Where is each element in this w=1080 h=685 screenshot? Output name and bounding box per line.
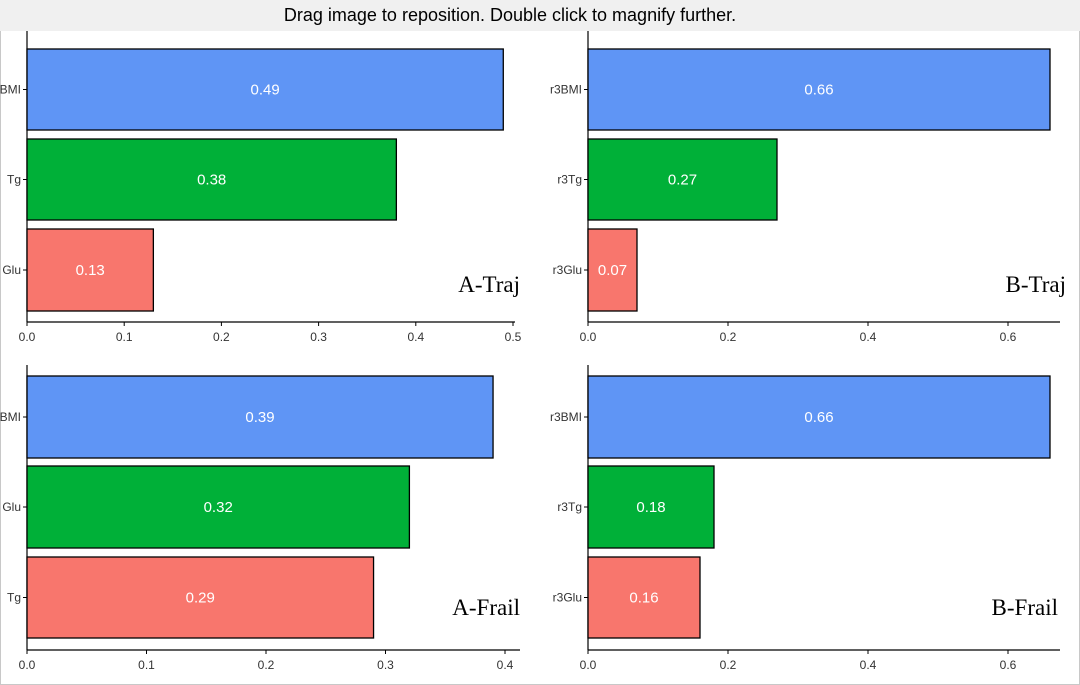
bar-tg bbox=[26, 556, 375, 639]
chart-panel-b-traj: 0.66 r3BMI 0.27 r3Tg 0.07 r3Glu 0.0 0.2 0.4 0.6 B-… bbox=[550, 30, 1066, 344]
x-tick-label: 0.2 bbox=[213, 330, 230, 344]
bar-value-label: 0.66 bbox=[804, 82, 833, 99]
x-tick-label: 0.2 bbox=[720, 658, 737, 672]
y-tick-label: r3Tg bbox=[557, 500, 582, 514]
bar-value-label: 0.29 bbox=[186, 590, 215, 607]
bar-tg bbox=[26, 138, 398, 221]
drag-hint-banner: Drag image to reposition. Double click t… bbox=[0, 0, 1080, 31]
y-tick-label: BMI bbox=[0, 83, 21, 97]
bar-glu bbox=[26, 228, 155, 312]
bar-value-label: 0.32 bbox=[204, 499, 233, 516]
bar-value-label: 0.13 bbox=[76, 262, 105, 279]
chart-panel-b-frail: 0.66 r3BMI 0.18 r3Tg 0.16 r3Glu 0.0 0.2 0.4 0.6 B-… bbox=[550, 365, 1060, 672]
bar-value-label: 0.27 bbox=[668, 172, 697, 189]
panel-title: B-Traj bbox=[1006, 272, 1067, 297]
x-tick-label: 0.4 bbox=[407, 330, 424, 344]
bar-value-label: 0.18 bbox=[636, 499, 665, 516]
panel-title: A-Traj bbox=[458, 272, 520, 297]
y-tick-label: BMI bbox=[0, 410, 21, 424]
drag-hint-text: Drag image to reposition. Double click t… bbox=[283, 5, 737, 25]
x-tick-label: 0.3 bbox=[377, 658, 394, 672]
x-tick-label: 0.3 bbox=[310, 330, 327, 344]
y-tick-label: r3Glu bbox=[553, 591, 582, 605]
bar-r3glu bbox=[587, 556, 701, 639]
bar-r3tg bbox=[587, 465, 715, 549]
y-tick-label: r3Tg bbox=[557, 173, 582, 187]
bar-bmi bbox=[26, 48, 504, 131]
bar-value-label: 0.07 bbox=[598, 262, 627, 279]
x-tick-label: 0.2 bbox=[258, 658, 275, 672]
y-tick-label: Glu bbox=[2, 500, 21, 514]
x-tick-label: 0.1 bbox=[138, 658, 155, 672]
x-tick-label: 0.6 bbox=[1000, 330, 1017, 344]
y-tick-label: Tg bbox=[7, 173, 21, 187]
bar-r3bmi bbox=[587, 375, 1051, 459]
bar-value-label: 0.39 bbox=[245, 409, 274, 426]
x-tick-label: 0.0 bbox=[580, 330, 597, 344]
x-tick-label: 0.0 bbox=[19, 330, 36, 344]
bar-bmi bbox=[26, 375, 494, 459]
x-tick-label: 0.4 bbox=[860, 330, 877, 344]
x-tick-label: 0.2 bbox=[720, 330, 737, 344]
x-tick-label: 0.0 bbox=[580, 658, 597, 672]
bar-value-label: 0.66 bbox=[804, 409, 833, 426]
x-tick-label: 0.1 bbox=[116, 330, 133, 344]
bar-glu bbox=[26, 465, 411, 549]
bar-value-label: 0.16 bbox=[629, 590, 658, 607]
bar-value-label: 0.38 bbox=[197, 172, 226, 189]
x-tick-label: 0.6 bbox=[1000, 658, 1017, 672]
x-tick-label: 0.4 bbox=[497, 658, 514, 672]
chart-panel-a-traj: 0.49 BMI 0.38 Tg 0.13 Glu 0.0 0.1 0.2 0.3 0.4 0.5 A-… bbox=[0, 30, 522, 344]
x-tick-label: 0.0 bbox=[19, 658, 36, 672]
y-tick-label: r3BMI bbox=[550, 83, 582, 97]
panel-title: B-Frail bbox=[992, 595, 1058, 620]
panel-title: A-Frail bbox=[452, 595, 520, 620]
y-tick-label: r3Glu bbox=[553, 263, 582, 277]
x-tick-label: 0.5 bbox=[505, 330, 522, 344]
y-tick-label: r3BMI bbox=[550, 410, 582, 424]
x-tick-label: 0.4 bbox=[860, 658, 877, 672]
y-tick-label: Glu bbox=[2, 263, 21, 277]
bar-value-label: 0.49 bbox=[251, 82, 280, 99]
bar-r3tg bbox=[587, 138, 778, 221]
chart-panel-a-frail: 0.39 BMI 0.32 Glu 0.29 Tg 0.0 0.1 0.2 0.3 0.4 A-Fra… bbox=[0, 365, 520, 672]
y-tick-label: Tg bbox=[7, 591, 21, 605]
